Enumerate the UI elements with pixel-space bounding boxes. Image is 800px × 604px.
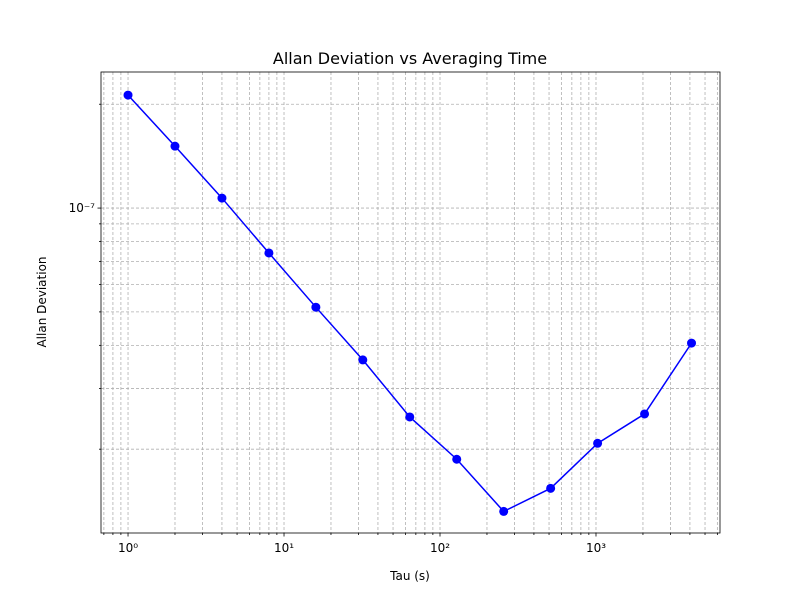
data-point (405, 412, 415, 422)
x-axis-label: Tau (s) (389, 569, 430, 583)
data-point (170, 141, 180, 151)
x-tick-label: 10¹ (274, 541, 294, 555)
y-tick-label: 10⁻⁷ (69, 201, 96, 215)
data-point (311, 302, 321, 312)
data-point (217, 193, 227, 203)
data-point (264, 248, 274, 258)
plot-frame (100, 71, 721, 534)
data-point (640, 409, 650, 419)
y-axis-label: Allan Deviation (35, 256, 49, 347)
x-tick-label: 10³ (586, 541, 606, 555)
x-tick-label: 10⁰ (118, 541, 138, 555)
data-point (593, 438, 603, 448)
data-point (499, 506, 509, 516)
data-point (123, 90, 133, 100)
data-point (452, 454, 462, 464)
data-point (546, 483, 556, 493)
chart-title: Allan Deviation vs Averaging Time (273, 49, 547, 68)
data-point (687, 338, 697, 348)
x-tick-label: 10² (430, 541, 450, 555)
data-point (358, 355, 368, 365)
